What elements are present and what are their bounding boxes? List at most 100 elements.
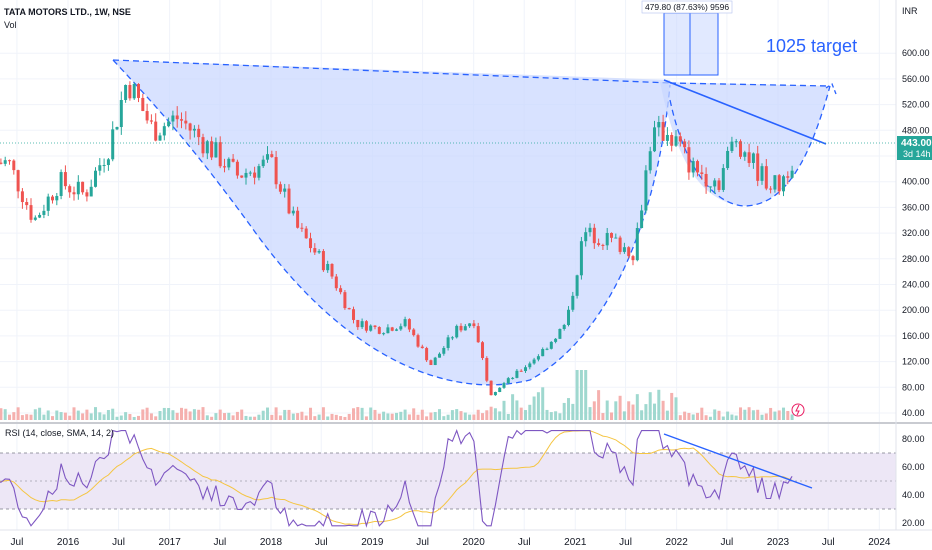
- volume-bar: [124, 412, 128, 420]
- volume-bar: [33, 409, 37, 420]
- candle-body: [683, 141, 687, 148]
- volume-bar: [81, 413, 85, 420]
- candle-body: [498, 387, 502, 392]
- volume-bar: [524, 410, 528, 420]
- candle-body: [201, 137, 205, 154]
- volume-bar: [760, 414, 764, 420]
- volume-bar: [708, 416, 712, 420]
- volume-bar: [51, 416, 55, 420]
- volume-bar: [450, 410, 454, 420]
- candle-body: [115, 127, 119, 130]
- price-axis[interactable]: 600.00560.00520.00480.00440.00400.00360.…: [902, 48, 930, 418]
- volume-bar: [223, 413, 227, 420]
- candle-body: [106, 159, 110, 166]
- volume-bar: [171, 410, 175, 420]
- volume-bar: [463, 412, 467, 420]
- candle-body: [360, 321, 364, 328]
- candle-body: [592, 227, 596, 244]
- candle-body: [278, 184, 282, 192]
- rsi-sma-line: [0, 430, 793, 525]
- volume-bar: [528, 404, 532, 420]
- candle-body: [20, 191, 24, 203]
- time-tick-label: Jul: [822, 537, 835, 548]
- candle-body: [502, 383, 506, 388]
- volume-bar: [640, 410, 644, 420]
- volume-bar: [747, 407, 751, 420]
- volume-bar: [407, 414, 411, 420]
- candle-body: [433, 357, 437, 366]
- volume-bar: [68, 415, 72, 420]
- candle-body: [364, 321, 368, 331]
- volume-bar: [287, 409, 291, 420]
- candle-body: [81, 181, 85, 193]
- rim-line: [112, 59, 671, 84]
- candle-body: [610, 232, 614, 238]
- candle-body: [627, 247, 631, 257]
- volume-bar: [618, 395, 622, 420]
- candle-body: [678, 136, 682, 142]
- price-tick-label: 480.00: [902, 125, 930, 135]
- volume-bar: [674, 397, 678, 420]
- candle-body: [622, 247, 626, 252]
- candle-body: [549, 341, 553, 349]
- candle-body: [283, 188, 287, 192]
- rsi-tick-label: 80.00: [902, 434, 925, 444]
- volume-bar: [489, 406, 493, 420]
- volume-bar: [334, 414, 338, 420]
- volume-bar: [567, 398, 571, 420]
- dividend-icon[interactable]: [791, 403, 805, 417]
- volume-bar: [167, 408, 171, 420]
- volume-bar: [76, 410, 80, 420]
- candle-body: [567, 309, 571, 325]
- volume-bar: [197, 409, 201, 420]
- candle-body: [167, 121, 171, 127]
- rsi-axis[interactable]: 80.00 60.00 40.00 20.00: [902, 434, 925, 528]
- volume-bar: [696, 412, 700, 420]
- candle-body: [145, 111, 149, 121]
- volume-bar: [184, 408, 188, 420]
- candle-body: [760, 166, 764, 181]
- volume-bar: [313, 416, 317, 420]
- candle-body: [407, 319, 411, 330]
- volume-bar: [734, 415, 738, 420]
- volume-bar: [231, 415, 235, 420]
- candle-body: [197, 128, 201, 138]
- volume-bar: [635, 394, 639, 420]
- candle-body: [68, 186, 72, 193]
- target-annotation: 1025 target: [766, 36, 857, 56]
- candle-body: [777, 175, 781, 192]
- candle-body: [25, 202, 29, 206]
- volume-bar: [442, 416, 446, 420]
- volume-bar: [420, 409, 424, 420]
- time-axis[interactable]: Jul 2016 Jul 2017 Jul 2018 Jul 2019 Jul 2020 Jul 20…: [11, 537, 891, 548]
- candle-body: [94, 170, 98, 187]
- candle-body: [782, 176, 786, 192]
- candle-body: [85, 192, 89, 197]
- candle-body: [274, 157, 278, 185]
- volume-bar: [395, 412, 399, 420]
- current-price-value: 443.00: [901, 138, 932, 149]
- candle-body: [330, 263, 334, 277]
- candle-body: [296, 210, 300, 228]
- volume-bar: [739, 407, 743, 420]
- candle-body: [696, 161, 700, 173]
- time-tick-label: Jul: [721, 537, 734, 548]
- candle-body: [743, 152, 747, 157]
- candle-body: [584, 232, 588, 242]
- volume-bar: [653, 403, 657, 420]
- volume-bar: [145, 407, 149, 420]
- volume-bar: [468, 414, 472, 420]
- symbol-title[interactable]: TATA MOTORS LTD., 1W, NSE: [4, 7, 131, 17]
- volume-bar: [244, 415, 248, 420]
- time-tick-label: Jul: [416, 537, 429, 548]
- candle-body: [601, 244, 605, 246]
- volume-bar: [16, 407, 20, 420]
- rsi-tick-label: 20.00: [902, 518, 925, 528]
- volume-bar: [782, 407, 786, 420]
- candle-body: [708, 186, 712, 188]
- candle-body: [644, 170, 648, 211]
- candle-body: [253, 172, 257, 178]
- candle-body: [605, 232, 609, 246]
- candle-body: [214, 142, 218, 158]
